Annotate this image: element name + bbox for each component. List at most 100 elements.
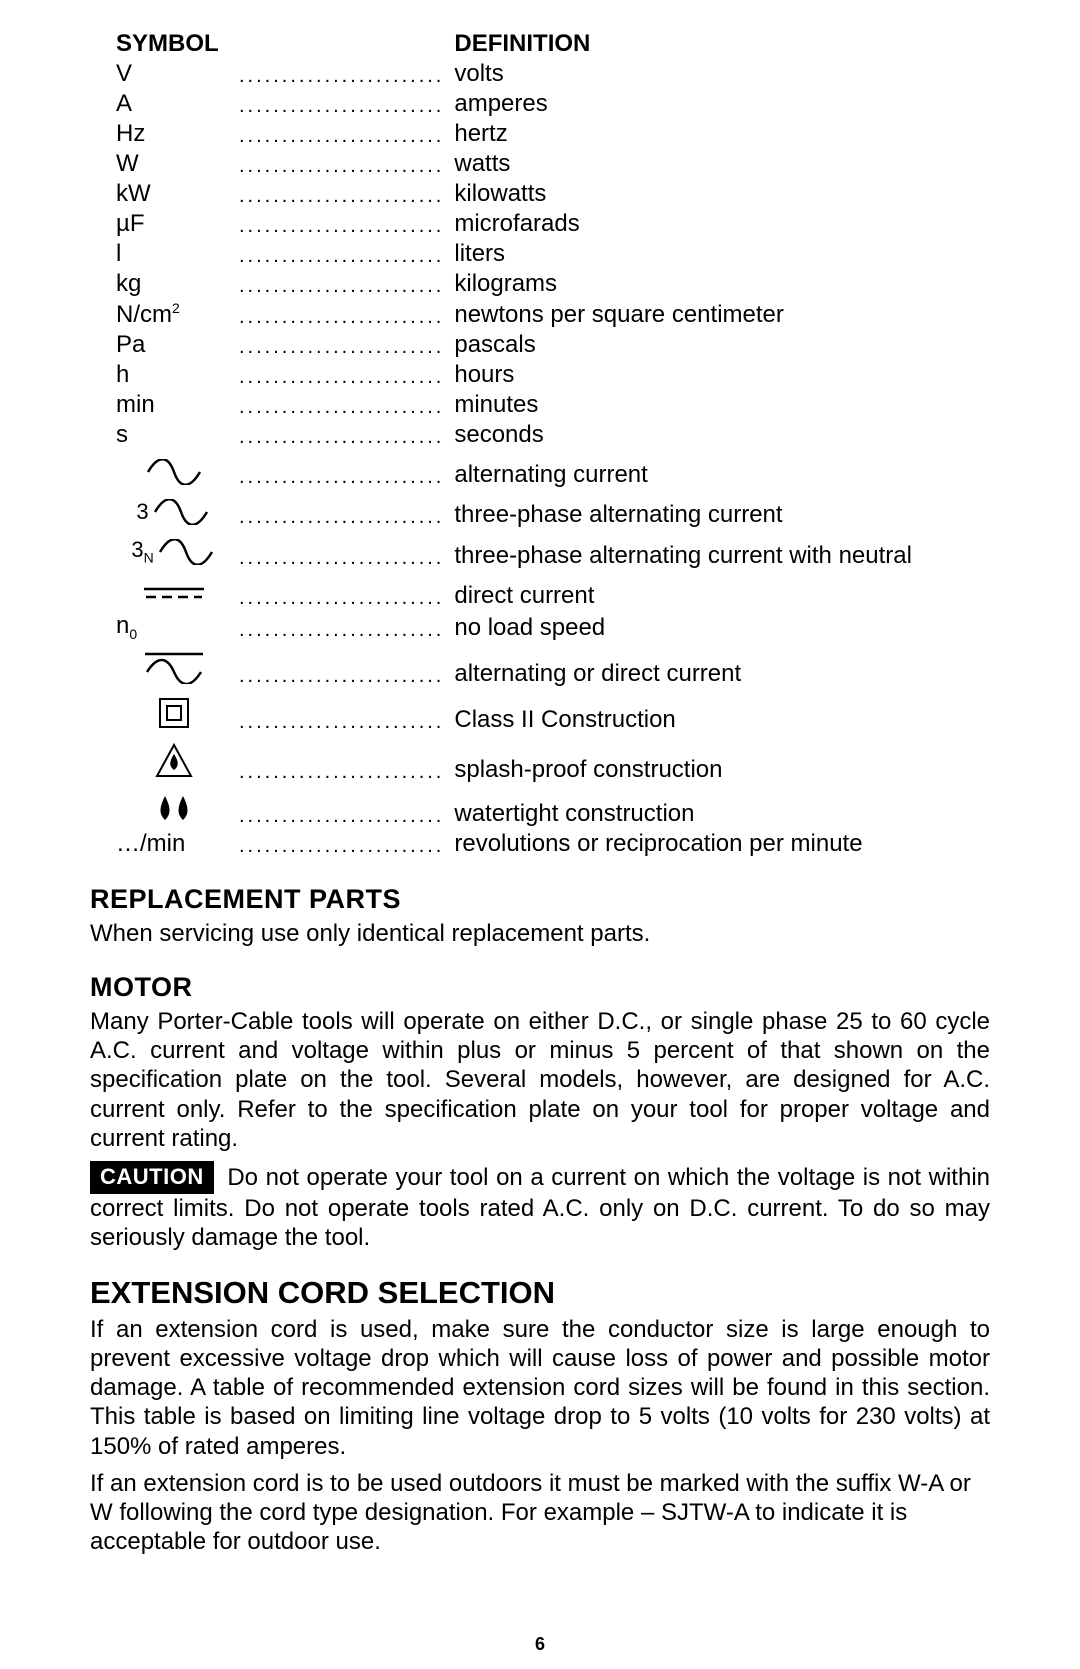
extension-body-1: If an extension cord is used, make sure … [90, 1315, 990, 1461]
table-row: ........................Class II Constru… [110, 690, 912, 736]
symbol-cell: l [110, 240, 239, 270]
table-row: s........................seconds [110, 421, 912, 451]
definition-cell: alternating current [444, 451, 912, 491]
leader-dots: ........................ [239, 60, 444, 90]
table-header-row: SYMBOL DEFINITION [110, 30, 912, 60]
symbol-table: SYMBOL DEFINITION V.....................… [110, 30, 912, 860]
page: SYMBOL DEFINITION V.....................… [0, 0, 1080, 1669]
leader-dots: ........................ [239, 830, 444, 860]
symbol-cell [110, 644, 239, 690]
table-row: ........................watertight const… [110, 786, 912, 830]
table-row: Pa........................pascals [110, 331, 912, 361]
table-row: 3N........................three-phase al… [110, 531, 912, 572]
table-row: V........................volts [110, 60, 912, 90]
definition-cell: watts [444, 150, 912, 180]
table-row: W........................watts [110, 150, 912, 180]
table-row: Hz........................hertz [110, 120, 912, 150]
symbol-cell: Pa [110, 331, 239, 361]
motor-caution: CAUTION Do not operate your tool on a cu… [90, 1161, 990, 1252]
leader-dots: ........................ [239, 300, 444, 331]
replacement-parts-heading: REPLACEMENT PARTS [90, 884, 990, 915]
leader-dots: ........................ [239, 361, 444, 391]
leader-dots: ........................ [239, 531, 444, 572]
definition-cell: microfarads [444, 210, 912, 240]
definition-cell: volts [444, 60, 912, 90]
table-row: N/cm2........................newtons per… [110, 300, 912, 331]
symbol-cell: 3N [110, 531, 239, 572]
leader-dots: ........................ [239, 612, 444, 644]
table-row: ........................alternating curr… [110, 451, 912, 491]
symbol-cell: min [110, 391, 239, 421]
definition-cell: kilowatts [444, 180, 912, 210]
symbol-cell: 3 [110, 491, 239, 531]
header-symbol: SYMBOL [110, 30, 239, 60]
leader-dots: ........................ [239, 331, 444, 361]
symbol-cell: n0 [110, 612, 239, 644]
definition-cell: pascals [444, 331, 912, 361]
table-row: 3........................three-phase alt… [110, 491, 912, 531]
table-row: ........................alternating or d… [110, 644, 912, 690]
table-row: l........................liters [110, 240, 912, 270]
symbol-cell: h [110, 361, 239, 391]
symbol-cell: Hz [110, 120, 239, 150]
definition-cell: three-phase alternating current with neu… [444, 531, 912, 572]
definition-cell: no load speed [444, 612, 912, 644]
definition-cell: liters [444, 240, 912, 270]
symbol-cell [110, 786, 239, 830]
motor-heading: MOTOR [90, 972, 990, 1003]
definition-cell: newtons per square centimeter [444, 300, 912, 331]
motor-body: Many Porter-Cable tools will operate on … [90, 1007, 990, 1153]
symbol-cell: V [110, 60, 239, 90]
symbol-cell: kW [110, 180, 239, 210]
symbol-cell [110, 572, 239, 612]
table-row: kg........................kilograms [110, 270, 912, 300]
caution-label: CAUTION [90, 1161, 214, 1194]
leader-dots: ........................ [239, 786, 444, 830]
header-definition: DEFINITION [444, 30, 912, 60]
symbol-cell: W [110, 150, 239, 180]
definition-cell: alternating or direct current [444, 644, 912, 690]
extension-cord-heading: EXTENSION CORD SELECTION [90, 1275, 990, 1311]
leader-dots: ........................ [239, 644, 444, 690]
symbol-cell [110, 690, 239, 736]
leader-dots: ........................ [239, 690, 444, 736]
definition-cell: hours [444, 361, 912, 391]
leader-dots: ........................ [239, 90, 444, 120]
table-row: h........................hours [110, 361, 912, 391]
page-number: 6 [0, 1634, 1080, 1655]
table-row: ........................direct current [110, 572, 912, 612]
definition-cell: splash-proof construction [444, 736, 912, 786]
leader-dots: ........................ [239, 391, 444, 421]
definition-cell: kilograms [444, 270, 912, 300]
symbol-cell [110, 736, 239, 786]
leader-dots: ........................ [239, 491, 444, 531]
leader-dots: ........................ [239, 421, 444, 451]
leader-dots: ........................ [239, 736, 444, 786]
leader-dots: ........................ [239, 150, 444, 180]
definition-cell: amperes [444, 90, 912, 120]
leader-dots: ........................ [239, 451, 444, 491]
symbol-cell [110, 451, 239, 491]
caution-body: Do not operate your tool on a current on… [90, 1164, 990, 1251]
definition-cell: minutes [444, 391, 912, 421]
definition-cell: revolutions or reciprocation per minute [444, 830, 912, 860]
symbol-cell: A [110, 90, 239, 120]
leader-dots: ........................ [239, 572, 444, 612]
leader-dots: ........................ [239, 210, 444, 240]
definition-cell: hertz [444, 120, 912, 150]
definition-cell: seconds [444, 421, 912, 451]
symbol-cell: kg [110, 270, 239, 300]
table-row: min........................minutes [110, 391, 912, 421]
extension-body-2: If an extension cord is to be used outdo… [90, 1469, 990, 1557]
table-row: kW........................kilowatts [110, 180, 912, 210]
replacement-parts-body: When servicing use only identical replac… [90, 919, 990, 948]
table-row: …/min........................revolutions… [110, 830, 912, 860]
table-row: A........................amperes [110, 90, 912, 120]
table-row: µF........................microfarads [110, 210, 912, 240]
symbol-cell: N/cm2 [110, 300, 239, 331]
leader-dots: ........................ [239, 180, 444, 210]
definition-cell: direct current [444, 572, 912, 612]
symbol-cell: µF [110, 210, 239, 240]
symbol-cell: s [110, 421, 239, 451]
definition-cell: watertight construction [444, 786, 912, 830]
